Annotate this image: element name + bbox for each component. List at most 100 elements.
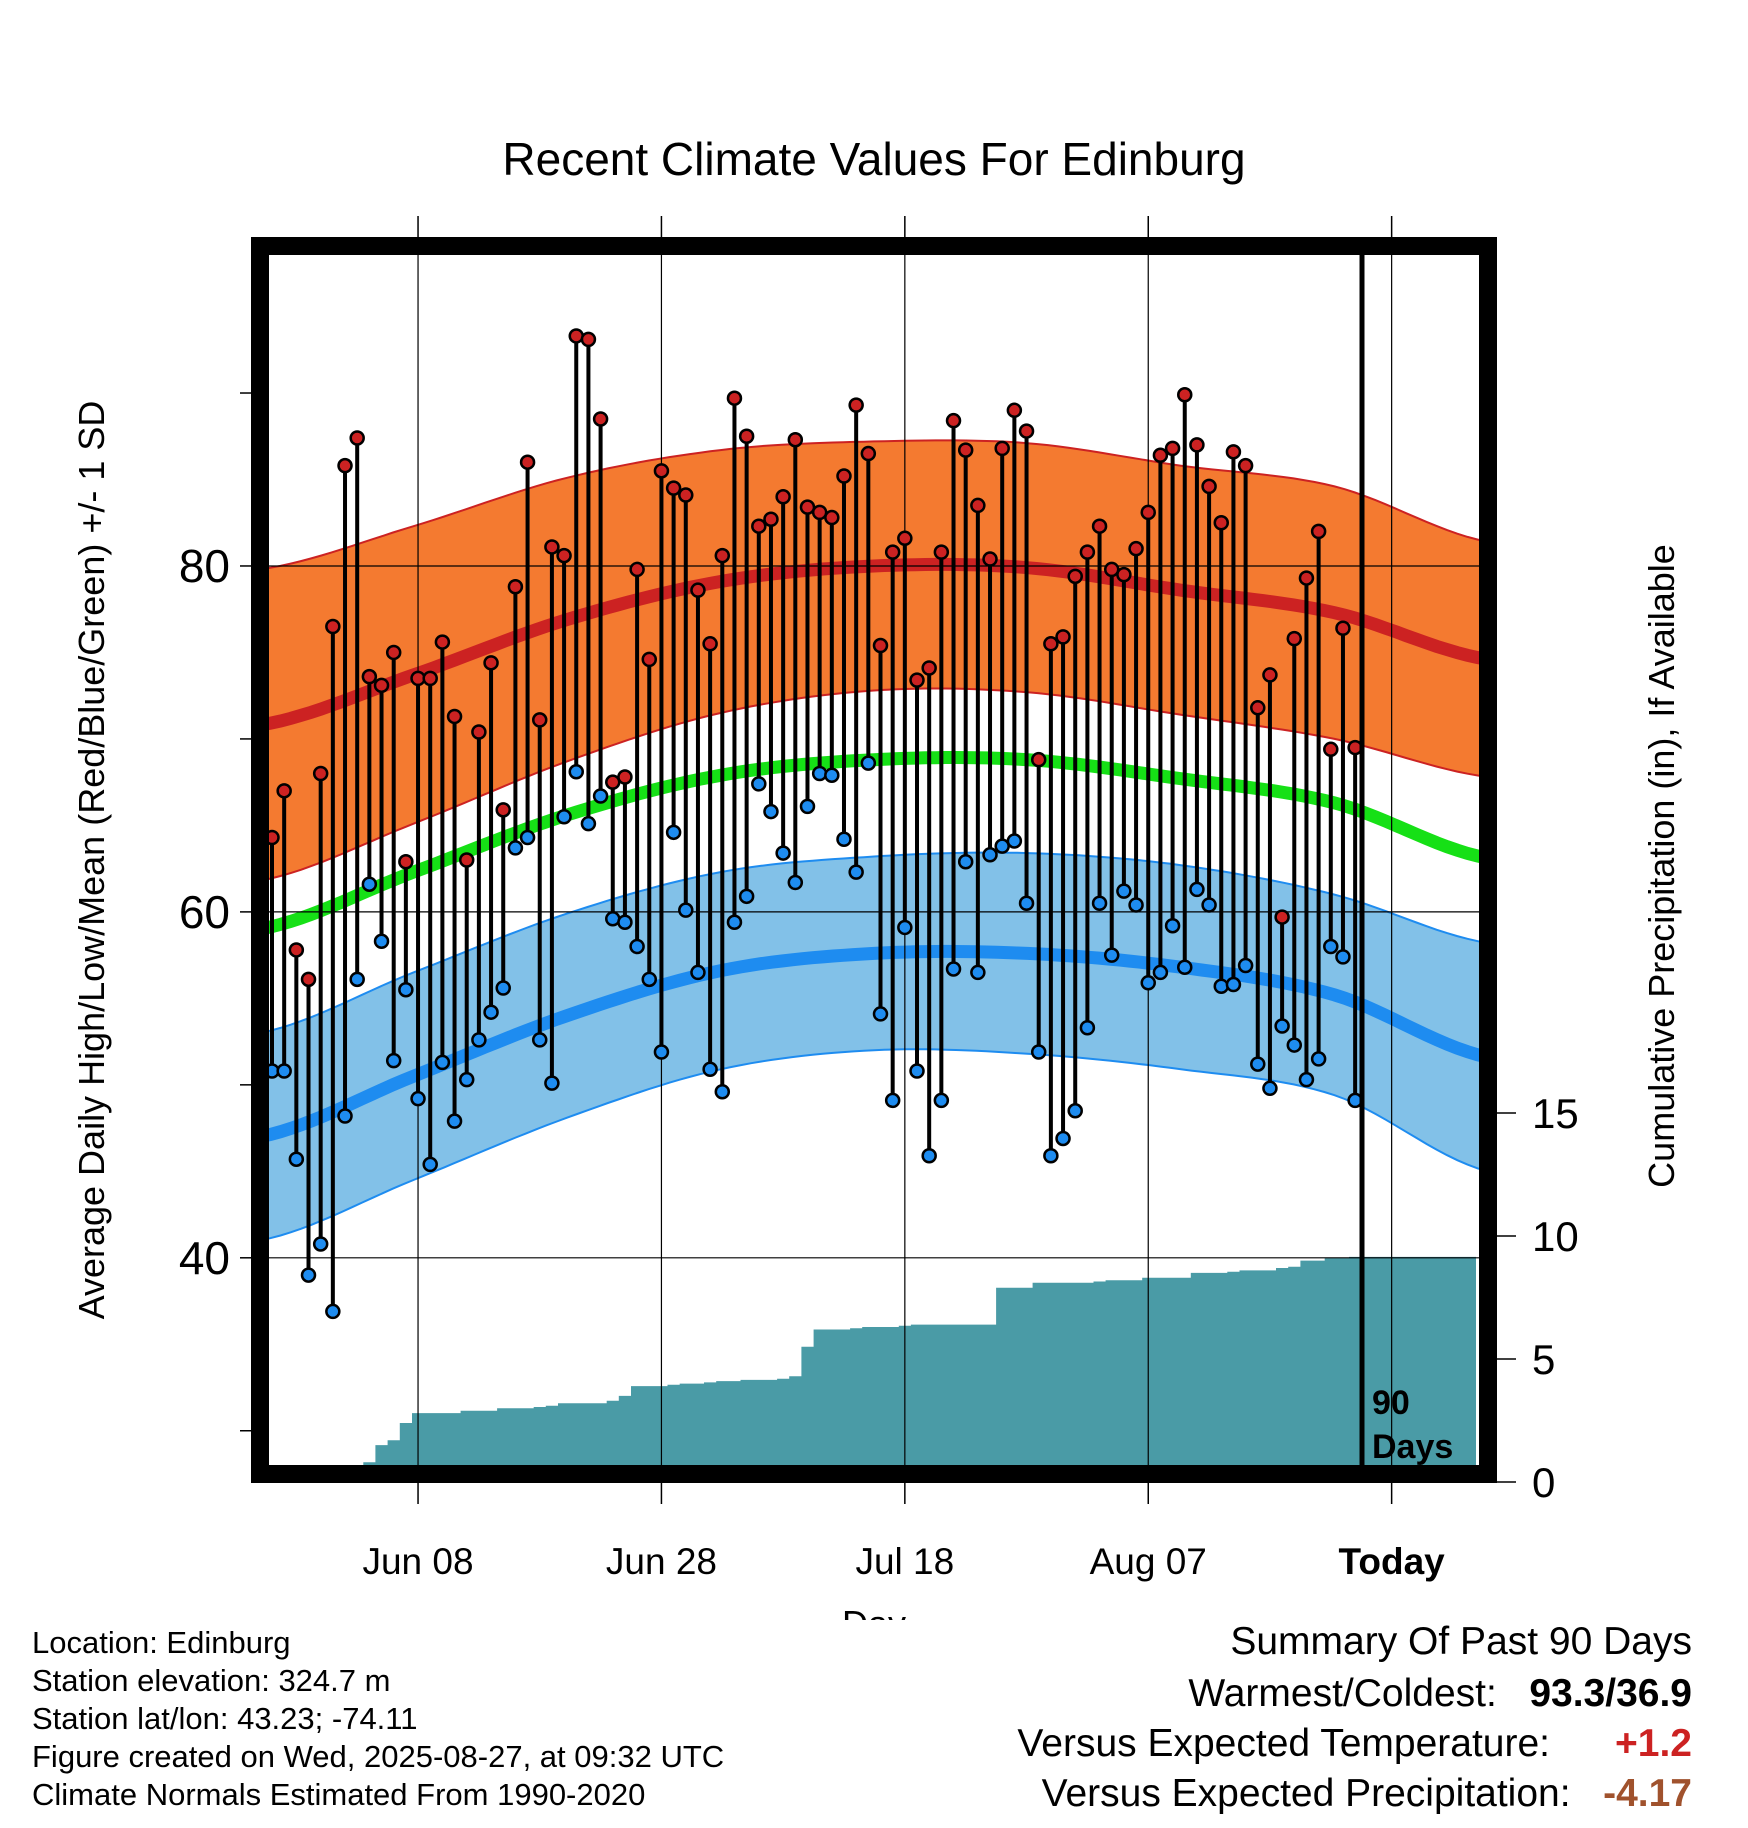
plot-frame <box>251 237 1497 1483</box>
daily-high-point <box>312 765 329 782</box>
daily-low-point <box>775 845 791 861</box>
daily-high-point <box>702 636 718 652</box>
daily-low-point <box>1177 959 1193 975</box>
summary-warm-cold: Warmest/Coldest: 93.3/36.9 <box>1188 1672 1692 1716</box>
daily-high-point <box>446 708 463 725</box>
daily-high-point <box>970 497 986 514</box>
daily-low-point <box>471 1032 487 1048</box>
today-days-label: 90 <box>1372 1384 1410 1422</box>
daily-low-point <box>385 1052 402 1069</box>
daily-high-point <box>1055 629 1071 645</box>
info-location: Location: Edinburg <box>32 1625 291 1660</box>
info-elevation: Station elevation: 324.7 m <box>32 1663 391 1698</box>
daily-low-point <box>1043 1148 1059 1164</box>
daily-low-point <box>1103 947 1120 963</box>
daily-high-point <box>592 411 609 427</box>
daily-low-point <box>337 1108 353 1124</box>
daily-low-point <box>1079 1020 1096 1036</box>
y-right-tick-label: 15 <box>1532 1090 1579 1137</box>
daily-low-point <box>458 1071 475 1088</box>
daily-low-point <box>726 914 743 931</box>
daily-low-point <box>848 864 864 880</box>
daily-high-point <box>349 430 365 446</box>
temp-value: +1.2 <box>1615 1722 1692 1765</box>
temp-label: Versus Expected Temperature: <box>1017 1722 1550 1765</box>
daily-low-point <box>1128 897 1144 913</box>
climate-chart: Recent Climate Values For Edinburg 90 Da… <box>71 133 1682 1620</box>
info-latlon: Station lat/lon: 43.23; -74.11 <box>32 1701 418 1736</box>
daily-low-point <box>1018 895 1035 911</box>
daily-low-point <box>763 803 779 820</box>
daily-high-point <box>1323 741 1339 758</box>
x-axis-label: Day <box>842 1603 906 1620</box>
daily-low-point <box>544 1075 560 1091</box>
daily-high-point <box>1213 514 1230 531</box>
daily-high-point <box>629 561 645 578</box>
daily-high-point <box>982 551 998 567</box>
daily-low-point <box>1335 949 1351 965</box>
daily-low-point <box>373 933 390 950</box>
daily-low-point <box>957 853 974 870</box>
daily-low-point <box>982 847 998 863</box>
daily-high-point <box>1298 570 1315 586</box>
daily-high-point <box>653 463 670 479</box>
today-days-label-2: Days <box>1372 1428 1453 1466</box>
daily-high-point <box>994 440 1010 457</box>
daily-high-point <box>1006 402 1023 419</box>
daily-high-point <box>665 480 682 496</box>
daily-low-point <box>410 1090 426 1107</box>
daily-low-point <box>1213 978 1230 995</box>
daily-high-point <box>1030 751 1047 768</box>
daily-low-point <box>507 840 524 856</box>
daily-high-point <box>544 539 560 555</box>
daily-high-point <box>507 578 524 595</box>
daily-high-point <box>751 518 767 534</box>
daily-low-point <box>1237 957 1254 974</box>
daily-low-point <box>1055 1130 1071 1147</box>
daily-high-point <box>824 509 840 526</box>
daily-high-point <box>276 783 292 799</box>
daily-low-point <box>933 1092 950 1109</box>
daily-high-point <box>957 442 974 458</box>
daily-high-point <box>1310 523 1327 540</box>
daily-high-point <box>738 428 755 445</box>
x-tick-label: Jun 08 <box>362 1541 473 1582</box>
daily-low-point <box>1274 1018 1290 1034</box>
daily-low-point <box>945 961 962 977</box>
daily-low-point <box>678 902 694 918</box>
y-left-tick-label: 80 <box>179 540 230 592</box>
daily-low-point <box>1286 1037 1303 1053</box>
daily-high-point <box>1128 540 1144 557</box>
daily-low-point <box>738 888 755 905</box>
daily-low-point <box>556 809 572 825</box>
daily-low-point <box>1189 881 1205 898</box>
daily-low-point <box>592 788 609 804</box>
chart-title: Recent Climate Values For Edinburg <box>502 133 1245 185</box>
daily-high-point <box>1274 909 1290 925</box>
daily-low-point <box>617 914 633 931</box>
daily-low-point <box>434 1054 451 1071</box>
daily-high-point <box>1286 630 1303 647</box>
summary-title: Summary Of Past 90 Days <box>1230 1620 1692 1663</box>
daily-low-point <box>1323 938 1339 955</box>
y-left-tick-label: 60 <box>179 886 230 938</box>
daily-low-point <box>349 971 365 988</box>
daily-high-point <box>1237 457 1254 474</box>
daily-low-point <box>970 964 986 981</box>
daily-high-point <box>1262 667 1278 683</box>
daily-low-point <box>483 1004 499 1020</box>
daily-high-point <box>1140 504 1156 521</box>
daily-high-point <box>872 637 889 654</box>
daily-high-point <box>1164 440 1181 457</box>
x-tick-label: Aug 07 <box>1090 1541 1207 1582</box>
daily-high-point <box>1091 518 1108 534</box>
daily-high-point <box>337 457 353 474</box>
daily-low-point <box>921 1148 937 1164</box>
daily-low-point <box>1152 964 1169 981</box>
daily-high-point <box>775 489 791 505</box>
daily-high-point <box>1189 437 1205 453</box>
daily-high-point <box>617 769 633 785</box>
daily-low-point <box>884 1092 901 1109</box>
daily-low-point <box>1201 897 1217 913</box>
daily-high-point <box>1225 444 1242 460</box>
